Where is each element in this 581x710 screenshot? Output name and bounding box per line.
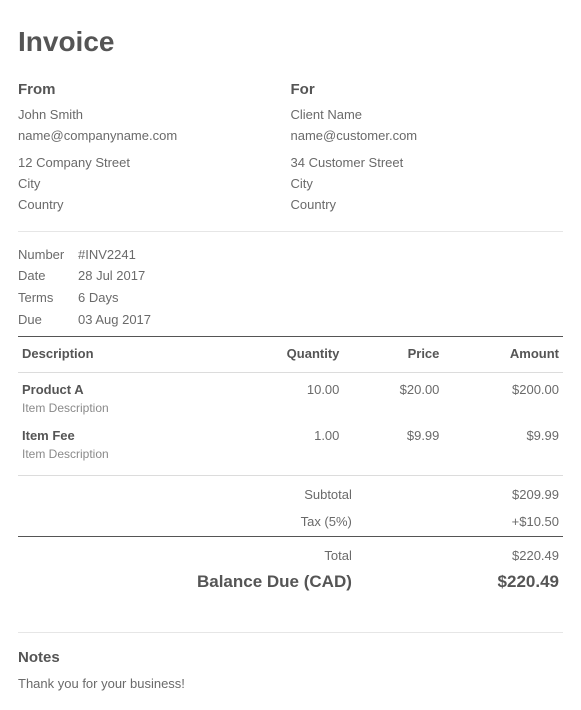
meta-block: Number #INV2241 Date 28 Jul 2017 Terms 6… xyxy=(18,246,563,330)
from-heading: From xyxy=(18,79,291,101)
from-street: 12 Company Street xyxy=(18,154,291,173)
tax-value: +$10.50 xyxy=(356,509,563,536)
col-amount: Amount xyxy=(443,336,563,372)
meta-terms-label: Terms xyxy=(18,289,78,308)
from-name: John Smith xyxy=(18,106,291,125)
item-amount: $9.99 xyxy=(443,419,563,475)
meta-date-label: Date xyxy=(18,267,78,286)
for-email: name@customer.com xyxy=(291,127,564,146)
total-label: Total xyxy=(18,536,356,569)
table-row: Item Fee Item Description 1.00 $9.99 $9.… xyxy=(18,419,563,475)
from-block: From John Smith name@companyname.com 12 … xyxy=(18,79,291,217)
item-price: $20.00 xyxy=(343,372,443,419)
meta-terms-value: 6 Days xyxy=(78,289,118,308)
meta-due-label: Due xyxy=(18,311,78,330)
parties-row: From John Smith name@companyname.com 12 … xyxy=(18,79,563,217)
meta-date-value: 28 Jul 2017 xyxy=(78,267,145,286)
total-value: $220.49 xyxy=(356,536,563,569)
divider xyxy=(18,632,563,633)
col-quantity: Quantity xyxy=(216,336,343,372)
item-desc: Item Description xyxy=(22,446,212,463)
page-title: Invoice xyxy=(18,22,563,63)
col-price: Price xyxy=(343,336,443,372)
item-price: $9.99 xyxy=(343,419,443,475)
item-qty: 1.00 xyxy=(216,419,343,475)
notes-heading: Notes xyxy=(18,647,563,669)
for-country: Country xyxy=(291,196,564,215)
col-description: Description xyxy=(18,336,216,372)
item-qty: 10.00 xyxy=(216,372,343,419)
notes-block: Notes Thank you for your business! xyxy=(18,647,563,694)
notes-text: Thank you for your business! xyxy=(18,675,563,694)
totals-table: Subtotal $209.99 Tax (5%) +$10.50 Total … xyxy=(18,475,563,606)
for-street: 34 Customer Street xyxy=(291,154,564,173)
item-desc: Item Description xyxy=(22,400,212,417)
meta-number-value: #INV2241 xyxy=(78,246,136,265)
for-heading: For xyxy=(291,79,564,101)
from-country: Country xyxy=(18,196,291,215)
item-name: Product A xyxy=(22,381,212,400)
balance-label: Balance Due (CAD) xyxy=(18,570,356,607)
subtotal-value: $209.99 xyxy=(356,476,563,509)
for-city: City xyxy=(291,175,564,194)
meta-due-value: 03 Aug 2017 xyxy=(78,311,151,330)
from-city: City xyxy=(18,175,291,194)
table-row: Product A Item Description 10.00 $20.00 … xyxy=(18,372,563,419)
meta-number-label: Number xyxy=(18,246,78,265)
for-block: For Client Name name@customer.com 34 Cus… xyxy=(291,79,564,217)
balance-value: $220.49 xyxy=(356,570,563,607)
items-table: Description Quantity Price Amount Produc… xyxy=(18,336,563,475)
for-name: Client Name xyxy=(291,106,564,125)
item-name: Item Fee xyxy=(22,427,212,446)
tax-label: Tax (5%) xyxy=(18,509,356,536)
from-email: name@companyname.com xyxy=(18,127,291,146)
item-amount: $200.00 xyxy=(443,372,563,419)
subtotal-label: Subtotal xyxy=(18,476,356,509)
divider xyxy=(18,231,563,232)
